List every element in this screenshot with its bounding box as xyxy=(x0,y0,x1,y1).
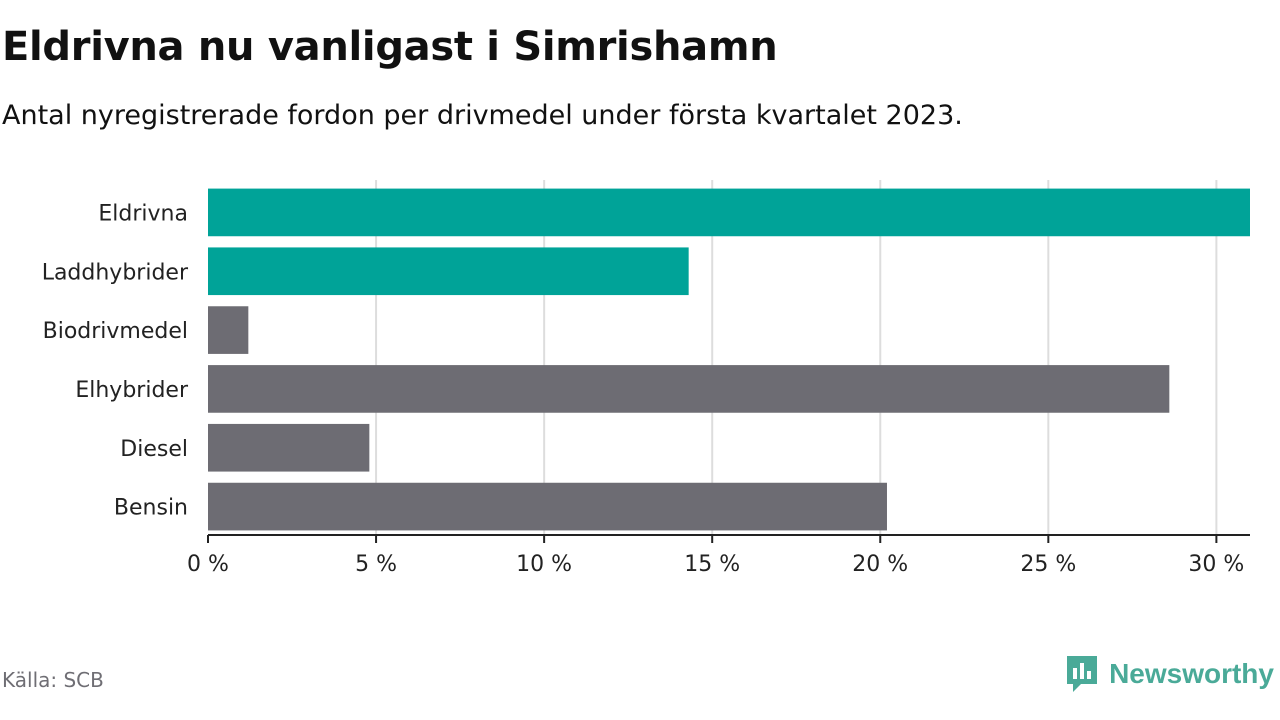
category-label: Bensin xyxy=(114,496,188,521)
category-label: Eldrivna xyxy=(98,201,188,226)
source-note: Källa: SCB xyxy=(2,668,104,692)
category-label: Biodrivmedel xyxy=(43,319,188,344)
category-label: Diesel xyxy=(120,437,188,462)
bar xyxy=(208,306,249,354)
category-label: Laddhybrider xyxy=(42,260,189,285)
x-tick-label: 20 % xyxy=(852,552,908,577)
bar xyxy=(208,247,689,296)
x-tick-label: 15 % xyxy=(684,552,740,577)
bar xyxy=(208,188,1250,237)
bar xyxy=(208,423,370,472)
chart-subtitle: Antal nyregistrerade fordon per drivmede… xyxy=(2,100,963,131)
bar-chart: Eldrivna Laddhybrider Biodrivmedel Elhybrid… xyxy=(42,180,1250,577)
brand-name: Newsworthy xyxy=(1109,658,1274,689)
x-tick-label: 0 % xyxy=(187,552,229,577)
x-tick-label: 30 % xyxy=(1188,552,1244,577)
x-tick-label: 10 % xyxy=(516,552,572,577)
x-tick-label: 25 % xyxy=(1020,552,1076,577)
x-tick-label: 5 % xyxy=(355,552,397,577)
bar xyxy=(208,365,1170,413)
newsworthy-logo-icon xyxy=(1067,656,1098,692)
chart-title: Eldrivna nu vanligast i Simrishamn xyxy=(2,24,778,70)
category-label: Elhybrider xyxy=(75,378,189,403)
bar xyxy=(208,482,887,531)
brand-logo: Newsworthy xyxy=(1065,654,1274,694)
